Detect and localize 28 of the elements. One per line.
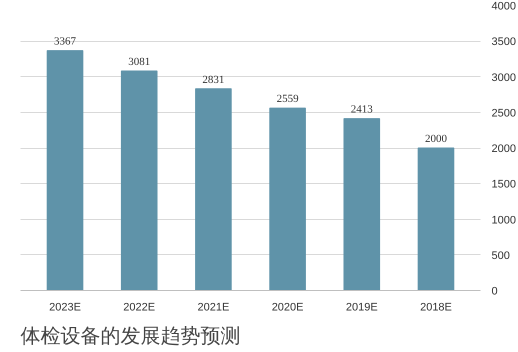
x-tick-label: 2019E <box>346 302 378 314</box>
data-label: 3081 <box>128 56 150 68</box>
y-tick-label: 0 <box>492 286 498 298</box>
x-tick-label: 2021E <box>198 302 230 314</box>
x-tick-label: 2018E <box>420 302 452 314</box>
bar <box>195 88 232 290</box>
y-tick-label: 3000 <box>492 72 516 84</box>
y-tick-label: 3500 <box>492 36 516 48</box>
y-tick-label: 500 <box>492 250 510 262</box>
x-tick-label: 2023E <box>49 302 81 314</box>
y-tick-label: 1000 <box>492 214 516 226</box>
y-tick-label: 4000 <box>492 0 516 12</box>
x-tick-label: 2022E <box>123 302 156 314</box>
bar <box>120 70 158 290</box>
y-tick-label: 2500 <box>492 107 516 120</box>
data-label: 2000 <box>424 133 448 145</box>
data-label: 2559 <box>276 93 300 106</box>
data-label: 2413 <box>350 104 374 116</box>
data-label: 3367 <box>54 36 77 48</box>
bar <box>269 108 306 290</box>
y-tick-label: 1500 <box>492 178 516 191</box>
bar <box>343 118 380 290</box>
bar <box>46 50 84 290</box>
bar <box>418 148 454 290</box>
data-label: 2831 <box>202 74 224 86</box>
x-tick-label: 2020E <box>272 302 304 314</box>
y-tick-label: 2000 <box>492 143 516 155</box>
text: 体检设备的发展趋势预测 <box>20 324 240 348</box>
